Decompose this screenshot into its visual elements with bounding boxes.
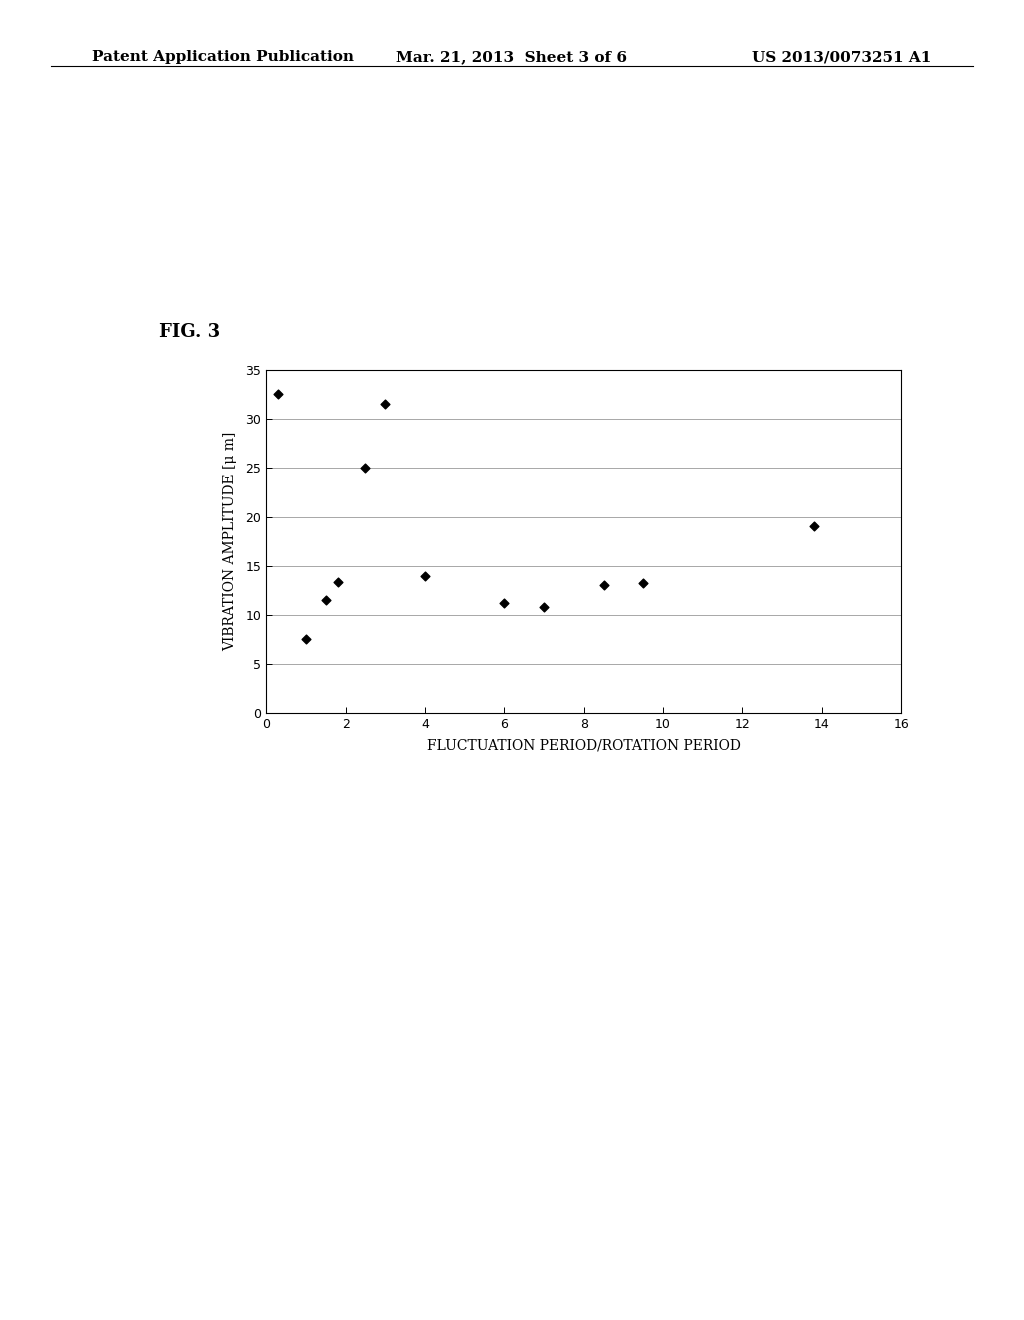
- Y-axis label: VIBRATION AMPLITUDE [μ m]: VIBRATION AMPLITUDE [μ m]: [223, 432, 238, 651]
- Text: FIG. 3: FIG. 3: [159, 323, 220, 342]
- Point: [317, 590, 334, 611]
- Point: [806, 516, 822, 537]
- Point: [496, 593, 512, 614]
- Point: [377, 393, 393, 414]
- Point: [635, 573, 651, 594]
- Text: Mar. 21, 2013  Sheet 3 of 6: Mar. 21, 2013 Sheet 3 of 6: [396, 50, 628, 65]
- Point: [595, 574, 611, 595]
- Point: [357, 457, 374, 478]
- Point: [417, 565, 433, 586]
- Point: [330, 572, 346, 593]
- Text: US 2013/0073251 A1: US 2013/0073251 A1: [753, 50, 932, 65]
- Text: Patent Application Publication: Patent Application Publication: [92, 50, 354, 65]
- X-axis label: FLUCTUATION PERIOD/ROTATION PERIOD: FLUCTUATION PERIOD/ROTATION PERIOD: [427, 739, 740, 752]
- Point: [298, 628, 314, 649]
- Point: [536, 597, 552, 618]
- Point: [270, 384, 287, 405]
